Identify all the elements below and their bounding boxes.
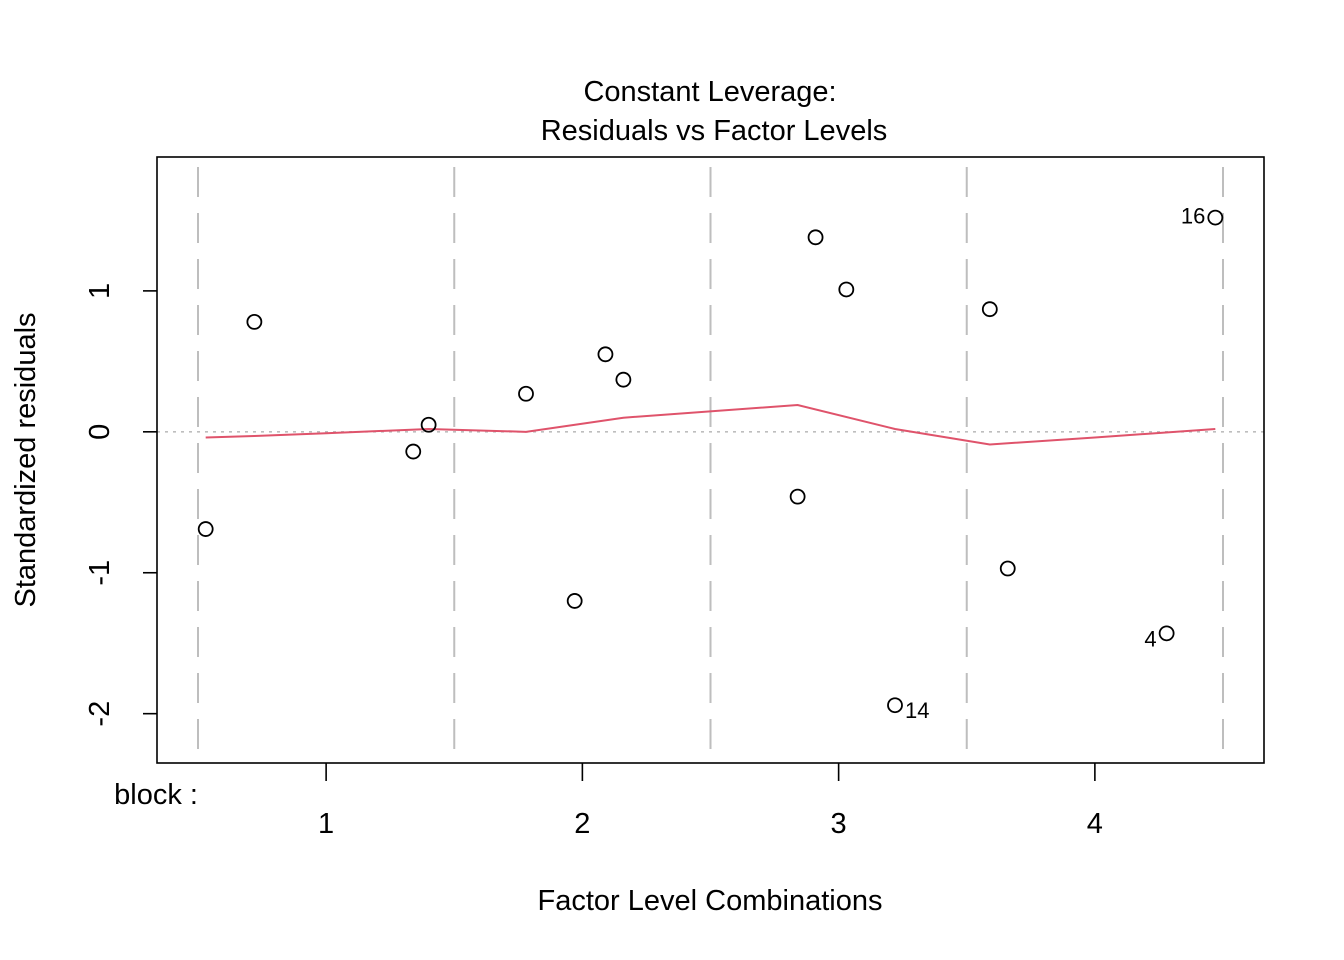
smooth-line: [205, 404, 1216, 446]
data-point-10: [838, 281, 855, 298]
y-tick-label--1: -1: [84, 560, 116, 586]
x-tick-label-2: 2: [574, 808, 590, 840]
data-point-12: [981, 301, 998, 318]
data-point-9: [807, 229, 824, 246]
data-point-7: [615, 371, 632, 388]
chart-title-line-2: Residuals vs Factor Levels: [541, 115, 888, 147]
point-label-4: 4: [1144, 626, 1156, 651]
factor-label: block :: [114, 779, 198, 811]
x-tick-label-3: 3: [831, 808, 847, 840]
x-tick-label-1: 1: [318, 808, 334, 840]
y-tick-label-1: 1: [84, 283, 116, 299]
data-point-2: [405, 443, 422, 460]
data-point-5: [566, 593, 583, 609]
data-point-4: [518, 385, 534, 402]
point-label-16: 16: [1181, 204, 1205, 229]
group-separators: [197, 167, 1224, 763]
data-points: 14 4 16: [197, 204, 1224, 723]
x-axis-label: Factor Level Combinations: [538, 885, 883, 917]
y-axis: -2 -1 0 1: [84, 283, 157, 727]
x-tick-label-4: 4: [1087, 808, 1103, 840]
y-tick-label--2: -2: [84, 701, 116, 727]
x-axis: 1 2 3 4: [318, 763, 1103, 840]
data-point-6: [597, 346, 614, 363]
data-point-3: [420, 416, 437, 433]
chart-title-line-1: Constant Leverage:: [583, 76, 836, 108]
y-axis-label: Standardized residuals: [10, 312, 42, 607]
data-point-1: [246, 313, 263, 330]
plot-frame: [156, 156, 1265, 764]
data-point-0: [197, 521, 214, 537]
data-point-13: [999, 560, 1016, 577]
data-point-14: [1158, 625, 1175, 642]
data-point-15: [1207, 209, 1224, 226]
y-tick-label-0: 0: [84, 424, 116, 440]
point-label-14: 14: [905, 698, 929, 723]
data-point-11: [887, 697, 903, 714]
data-point-8: [789, 488, 806, 505]
